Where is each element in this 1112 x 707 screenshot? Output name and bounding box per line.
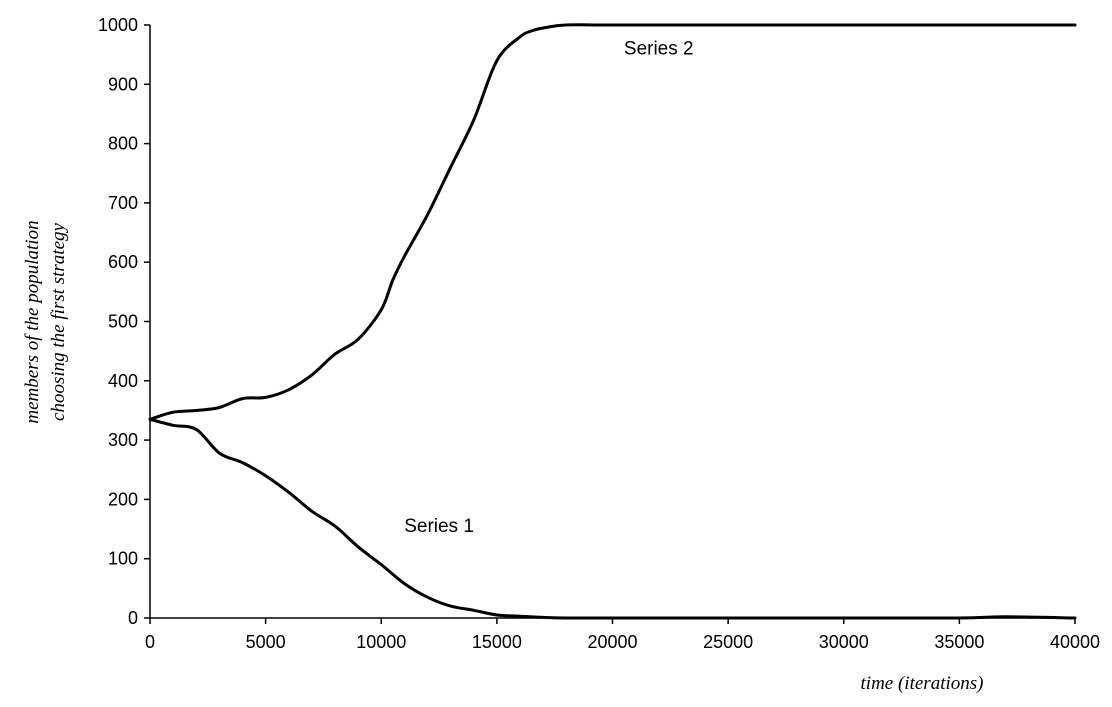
y-tick-label: 800 <box>108 134 138 154</box>
series-lines <box>148 23 1077 620</box>
x-tick-label: 0 <box>145 632 155 652</box>
x-tick-label: 15000 <box>472 632 522 652</box>
x-tick-label: 35000 <box>934 632 984 652</box>
y-axis-title: members of the population choosing the f… <box>22 220 69 423</box>
x-axis-title: time (iterations) <box>861 673 984 694</box>
y-tick-label: 100 <box>108 549 138 569</box>
x-tick-label: 20000 <box>587 632 637 652</box>
y-tick-label: 200 <box>108 489 138 509</box>
y-tick-label: 1000 <box>98 15 138 35</box>
series-annotation-label: Series 1 <box>404 516 474 537</box>
y-tick-label: 700 <box>108 193 138 213</box>
y-tick-label: 300 <box>108 430 138 450</box>
series-1-line <box>148 417 1077 620</box>
x-tick-label: 10000 <box>356 632 406 652</box>
x-tick-label: 30000 <box>819 632 869 652</box>
y-tick-label: 0 <box>128 608 138 628</box>
series-annotations: Series 2 Series 1 <box>404 39 693 537</box>
x-tick-label: 25000 <box>703 632 753 652</box>
series-2-line <box>148 23 1077 421</box>
x-tick-label: 5000 <box>246 632 286 652</box>
y-tick-label: 500 <box>108 312 138 332</box>
y-axis-title-line-1: members of the population <box>22 220 43 423</box>
y-tick-label: 600 <box>108 252 138 272</box>
y-tick-label: 400 <box>108 371 138 391</box>
series-annotation-label: Series 2 <box>624 39 694 60</box>
y-axis-title-line-2: choosing the first strategy <box>48 222 69 420</box>
y-tick-label: 900 <box>108 74 138 94</box>
x-tick-label: 40000 <box>1050 632 1100 652</box>
